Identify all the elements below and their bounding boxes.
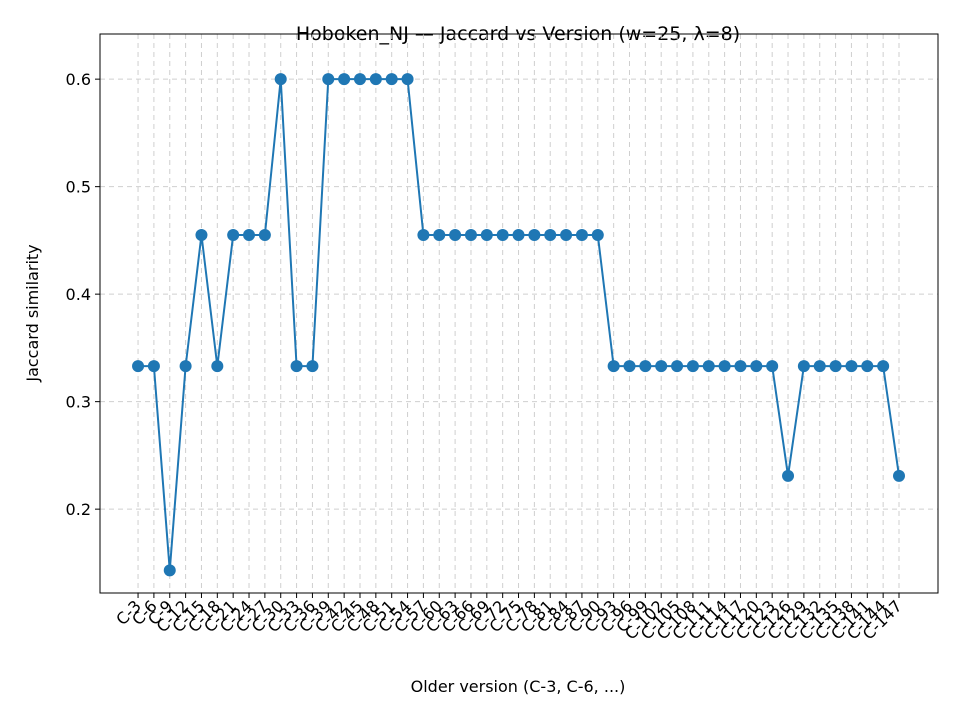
point [591, 229, 604, 242]
point [227, 229, 240, 242]
point [623, 360, 636, 373]
point [829, 360, 842, 373]
point [243, 229, 256, 242]
point [211, 360, 224, 373]
point [512, 229, 525, 242]
point [433, 229, 446, 242]
point [750, 360, 763, 373]
point [528, 229, 541, 242]
y-tick-label: 0.5 [66, 178, 91, 197]
point [195, 229, 208, 242]
point [163, 564, 176, 577]
y-tick-label: 0.6 [66, 70, 91, 89]
point [417, 229, 430, 242]
point [385, 73, 398, 86]
point [544, 229, 557, 242]
point [464, 229, 477, 242]
point [480, 229, 493, 242]
point [686, 360, 699, 373]
point [893, 469, 906, 482]
point [322, 73, 335, 86]
point [369, 73, 382, 86]
point [353, 73, 366, 86]
point [766, 360, 779, 373]
point [655, 360, 668, 373]
point [179, 360, 192, 373]
point [734, 360, 747, 373]
point [338, 73, 351, 86]
point [797, 360, 810, 373]
point [496, 229, 509, 242]
point [845, 360, 858, 373]
point [132, 360, 145, 373]
y-axis-label: Jaccard similarity [23, 244, 42, 382]
point [671, 360, 684, 373]
point [147, 360, 160, 373]
point [274, 73, 287, 86]
point [290, 360, 303, 373]
point [813, 360, 826, 373]
plot-frame [99, 33, 939, 594]
point [639, 360, 652, 373]
point [401, 73, 414, 86]
point [702, 360, 715, 373]
point [560, 229, 573, 242]
point [575, 229, 588, 242]
point [258, 229, 271, 242]
point [607, 360, 620, 373]
y-tick-label: 0.4 [66, 285, 91, 304]
point [877, 360, 890, 373]
point [782, 469, 795, 482]
x-axis-label: Older version (C-3, C-6, ...) [411, 677, 626, 696]
point [449, 229, 462, 242]
y-tick-label: 0.2 [66, 500, 91, 519]
point [306, 360, 319, 373]
point [861, 360, 874, 373]
y-tick-label: 0.3 [66, 393, 91, 412]
point [718, 360, 731, 373]
